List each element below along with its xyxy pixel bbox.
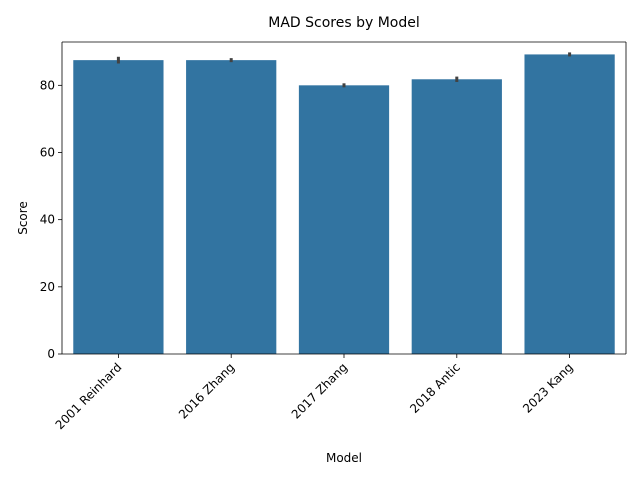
- y-tick-label-80: 80: [40, 78, 55, 92]
- bar-3: [298, 85, 390, 354]
- x-tick-label-5: 2023 Kang: [520, 360, 576, 416]
- x-tick-label-3: 2017 Zhang: [289, 360, 350, 421]
- x-tick-label-2: 2016 Zhang: [176, 360, 237, 421]
- x-axis-label: Model: [326, 451, 362, 465]
- bar-5: [524, 54, 615, 354]
- y-tick-label-20: 20: [40, 280, 55, 294]
- chart-title: MAD Scores by Model: [268, 15, 420, 31]
- y-axis-label: Score: [16, 201, 30, 235]
- y-tick-label-0: 0: [47, 347, 55, 361]
- bar-2: [186, 60, 277, 355]
- bar-4: [411, 79, 502, 354]
- plot-area: 0 20 40 60 80 2001 Reinhard 2016 Zhang 2017 Zha…: [40, 41, 627, 432]
- y-tick-label-60: 60: [40, 145, 55, 159]
- x-tick-label-4: 2018 Antic: [407, 360, 463, 416]
- y-tick-label-40: 40: [40, 213, 55, 227]
- x-tick-label-1: 2001 Reinhard: [53, 360, 125, 432]
- bar-1: [73, 60, 164, 355]
